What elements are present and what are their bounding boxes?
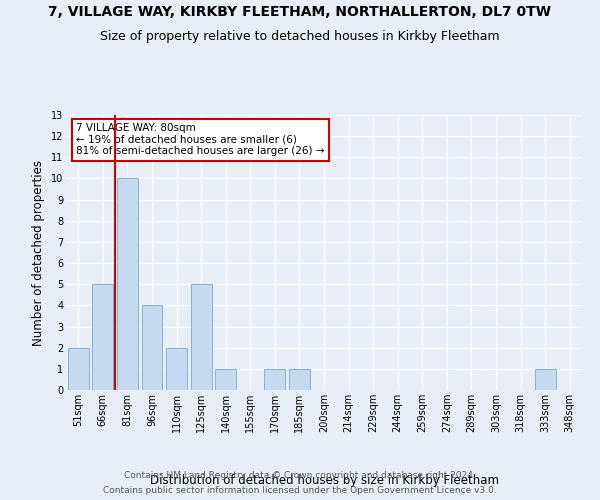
Bar xyxy=(68,348,89,390)
Bar xyxy=(265,369,286,390)
Bar xyxy=(535,369,556,390)
Bar xyxy=(92,284,113,390)
Text: Contains public sector information licensed under the Open Government Licence v3: Contains public sector information licen… xyxy=(103,486,497,495)
Bar xyxy=(191,284,212,390)
X-axis label: Distribution of detached houses by size in Kirkby Fleetham: Distribution of detached houses by size … xyxy=(149,474,499,487)
Text: Contains HM Land Registry data © Crown copyright and database right 2024.: Contains HM Land Registry data © Crown c… xyxy=(124,471,476,480)
Bar xyxy=(142,306,163,390)
Text: 7 VILLAGE WAY: 80sqm
← 19% of detached houses are smaller (6)
81% of semi-detach: 7 VILLAGE WAY: 80sqm ← 19% of detached h… xyxy=(76,123,325,156)
Text: Size of property relative to detached houses in Kirkby Fleetham: Size of property relative to detached ho… xyxy=(100,30,500,43)
Bar xyxy=(215,369,236,390)
Bar xyxy=(166,348,187,390)
Bar xyxy=(117,178,138,390)
Y-axis label: Number of detached properties: Number of detached properties xyxy=(32,160,45,346)
Text: 7, VILLAGE WAY, KIRKBY FLEETHAM, NORTHALLERTON, DL7 0TW: 7, VILLAGE WAY, KIRKBY FLEETHAM, NORTHAL… xyxy=(49,5,551,19)
Bar xyxy=(289,369,310,390)
